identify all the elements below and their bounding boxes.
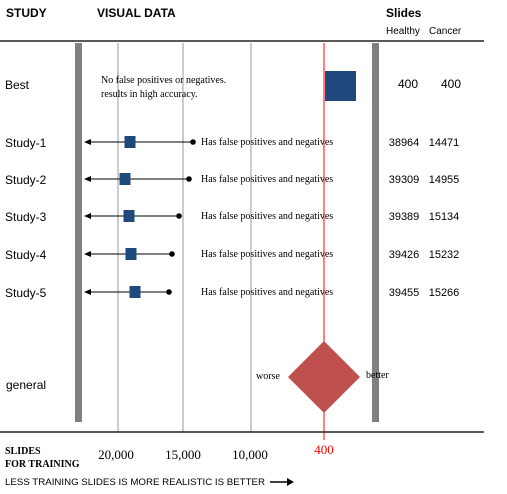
ci-arrowhead [84,289,91,295]
best-marker [325,71,356,101]
study-marker [123,210,135,222]
footer-arrow [270,478,294,486]
ci-arrowhead [84,213,91,219]
general-label: general [6,378,46,392]
healthy-count: 39455 [389,287,420,299]
healthy-count: 400 [398,77,418,91]
study-row: Study-3 Has false positives and negatives… [5,210,459,224]
axis-ticks: 20,000 15,000 10,000 [98,447,268,462]
best-note: No false positives or negatives. results … [101,75,226,100]
cancer-count: 15266 [429,287,460,299]
row-label: Study-5 [5,286,47,300]
healthy-count: 39426 [389,249,420,261]
ci-endpoint [190,139,196,145]
study-marker [119,173,131,185]
header-study: STUDY [6,6,47,20]
row-note: Has false positives and negatives [201,287,333,298]
tick-label: 10,000 [232,447,268,462]
row-label: Study-3 [5,210,47,224]
header-cancer: Cancer [429,26,462,37]
header-visual-data: VISUAL DATA [97,6,176,20]
study-marker [124,136,136,148]
healthy-count: 39389 [389,211,420,223]
ci-arrowhead [84,251,91,257]
study-row: Best No false positives or negatives. resu… [5,71,461,101]
ci-endpoint [166,289,172,295]
study-marker [129,286,141,298]
cancer-count: 15134 [429,211,460,223]
ci-arrowhead [84,139,91,145]
better-label: better [366,370,389,381]
row-note: Has false positives and negatives [201,174,333,185]
tick-label: 15,000 [165,447,201,462]
healthy-count: 38964 [389,137,420,149]
study-row: Study-2 Has false positives and negatives… [5,173,459,187]
ci-endpoint [176,213,182,219]
ci-endpoint [169,251,175,257]
axis-title-line2: FOR TRAINING [5,459,80,470]
study-row: Study-1 Has false positives and negatives… [5,136,459,150]
cancer-count: 14471 [429,137,460,149]
ci-arrowhead [84,176,91,182]
best-note-line2: results in high accuracy. [101,89,198,100]
row-label: Study-1 [5,136,47,150]
tick-label: 20,000 [98,447,134,462]
axis-title-line1: SLIDES [5,446,41,457]
study-marker [125,248,137,260]
healthy-count: 39309 [389,174,420,186]
axis-footer: LESS TRAINING SLIDES IS MORE REALISTIC I… [5,477,266,487]
cancer-count: 400 [441,77,461,91]
best-note-line1: No false positives or negatives. [101,75,226,86]
row-label: Study-2 [5,173,47,187]
left-divider [75,43,82,422]
row-note: Has false positives and negatives [201,249,333,260]
worse-label: worse [256,371,280,382]
study-rows: Best No false positives or negatives. resu… [5,71,461,300]
row-label: Study-4 [5,248,47,262]
header-healthy: Healthy [386,26,420,37]
header-slides: Slides [386,6,422,20]
study-row: Study-5 Has false positives and negatives… [5,286,459,300]
cancer-count: 15232 [429,249,460,261]
study-row: Study-4 Has false positives and negatives… [5,248,459,262]
row-note: Has false positives and negatives [201,137,333,148]
reference-tick-label: 400 [314,442,334,457]
right-divider [372,43,379,422]
summary-diamond [288,341,360,413]
row-label: Best [5,78,30,92]
ci-endpoint [186,176,192,182]
row-note: Has false positives and negatives [201,211,333,222]
cancer-count: 14955 [429,174,460,186]
